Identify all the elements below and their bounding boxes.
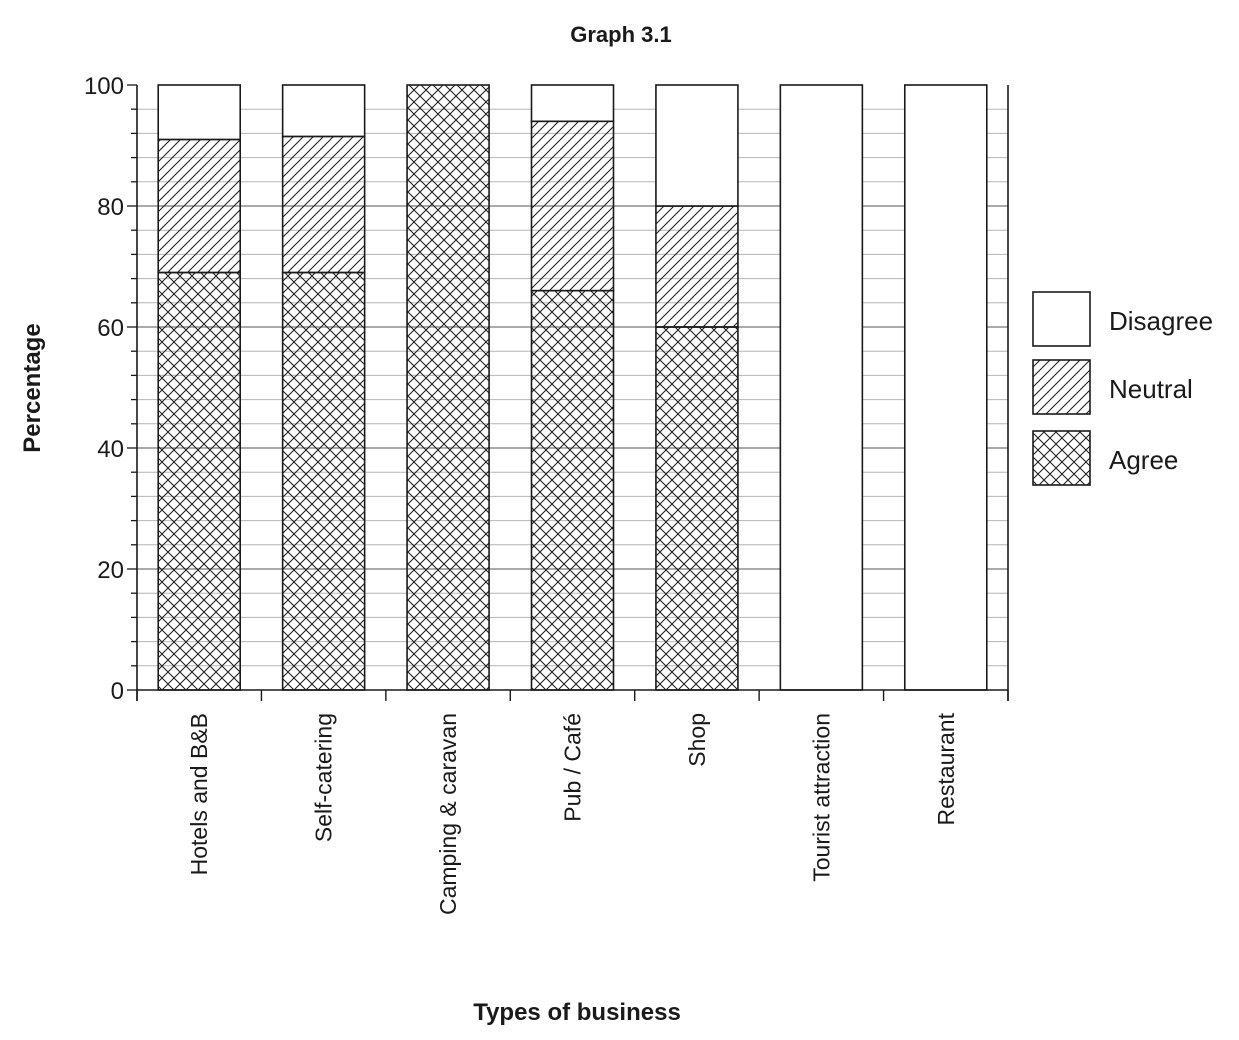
bar-segment-agree <box>406 84 490 691</box>
bar-segment-disagree <box>903 84 988 691</box>
y-tick-label: 40 <box>97 436 124 463</box>
y-tick-label: 20 <box>97 557 124 584</box>
x-tick-label: Restaurant <box>933 712 959 825</box>
y-tick-label: 80 <box>97 194 124 221</box>
y-tick-label: 60 <box>97 315 124 342</box>
bar-segment-neutral <box>530 120 615 292</box>
bar-segment-disagree <box>779 84 864 691</box>
y-tick-label: 100 <box>84 73 124 100</box>
x-tick-label: Tourist attraction <box>808 713 834 882</box>
y-tick-label: 0 <box>111 678 124 705</box>
legend: Disagree Neutral Agree <box>1032 291 1213 486</box>
legend-label-agree: Agree <box>1109 445 1178 475</box>
x-tick-label: Pub / Café <box>560 713 586 822</box>
bar-segment-agree <box>157 271 242 691</box>
legend-label-neutral: Neutral <box>1109 374 1193 404</box>
x-tick-label: Self-catering <box>311 713 337 842</box>
bar-segment-neutral <box>281 135 366 274</box>
legend-swatch-agree <box>1032 430 1091 486</box>
x-tick-label: Camping & caravan <box>435 713 461 915</box>
bar-segment-agree <box>530 289 615 691</box>
chart-title: Graph 3.1 <box>570 22 671 47</box>
x-axis-title: Types of business <box>473 999 681 1026</box>
bar-segment-disagree <box>281 84 366 138</box>
bar-segment-disagree <box>655 84 739 207</box>
bar-segment-disagree <box>530 84 615 123</box>
x-tick-label: Shop <box>684 713 710 767</box>
legend-swatch-disagree <box>1032 291 1091 347</box>
bar-segment-agree <box>655 326 739 691</box>
bar-segment-neutral <box>655 205 739 328</box>
x-tick-label: Hotels and B&B <box>186 713 212 875</box>
bar-segment-agree <box>281 271 366 691</box>
legend-swatch-neutral <box>1032 359 1091 415</box>
bar-segment-disagree <box>157 84 242 141</box>
bar-segment-neutral <box>157 138 242 274</box>
y-axis-title: Percentage <box>19 323 46 452</box>
legend-label-disagree: Disagree <box>1109 306 1213 336</box>
